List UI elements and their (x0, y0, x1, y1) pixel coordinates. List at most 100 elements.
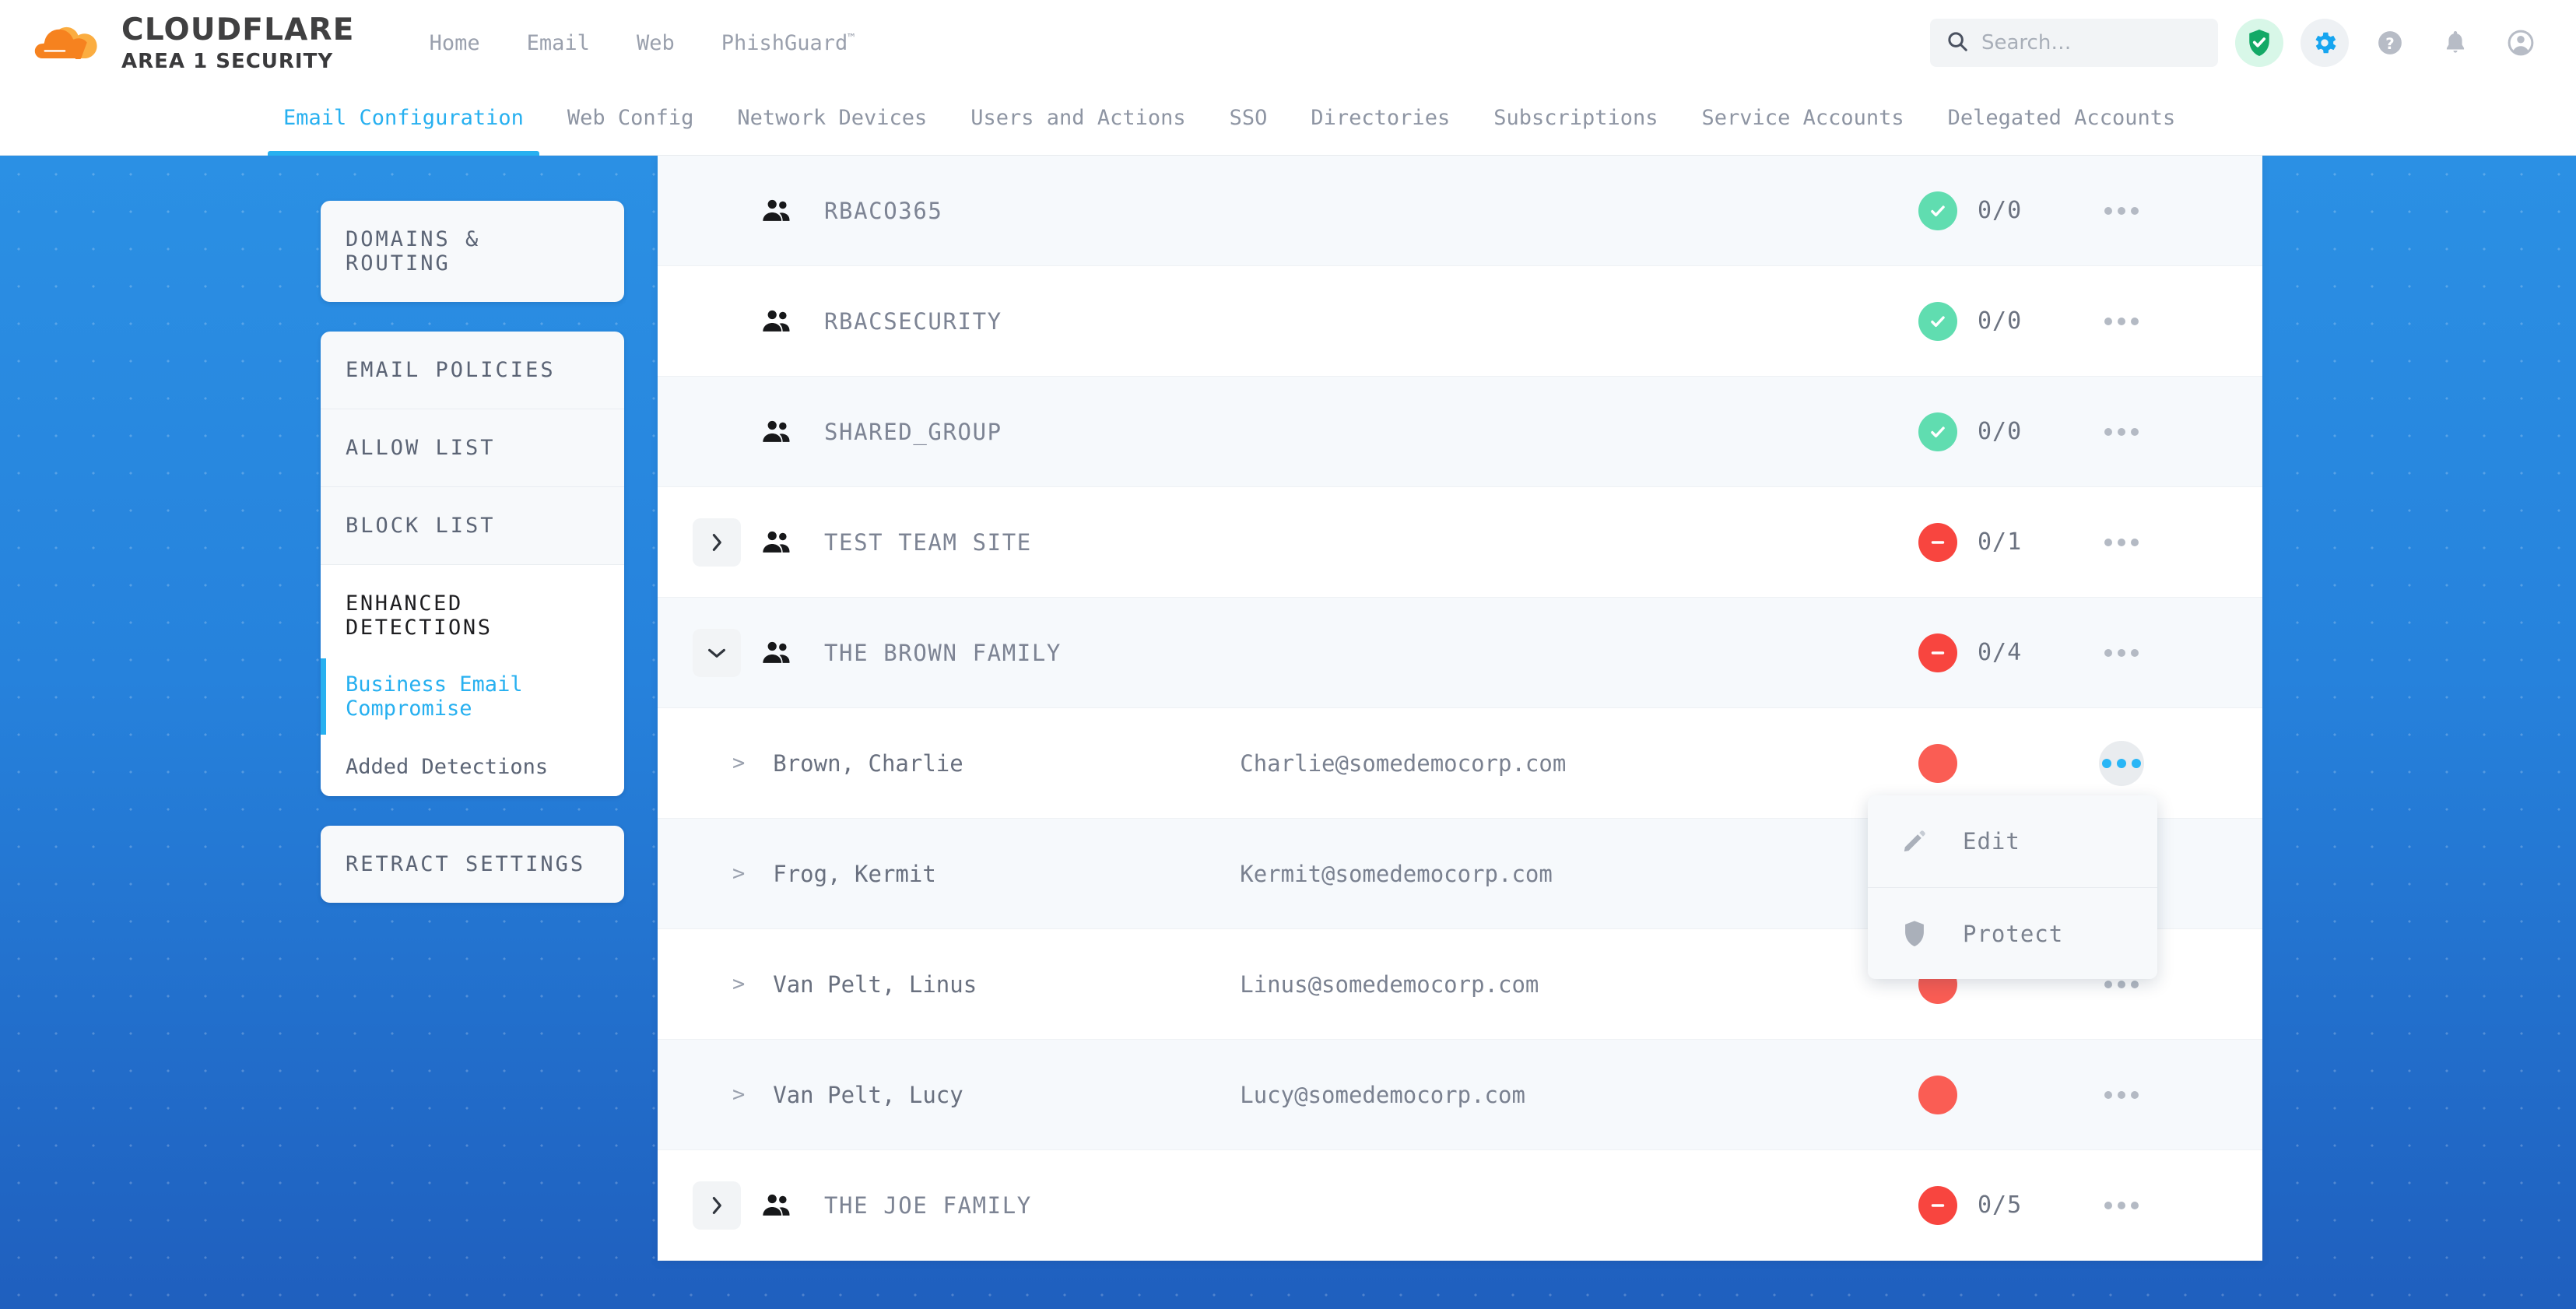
group-people-icon (760, 529, 804, 556)
sidebar-item-block-list[interactable]: BLOCK LIST (321, 486, 624, 564)
more-options-icon[interactable] (2099, 520, 2144, 565)
more-cell (2099, 962, 2144, 1007)
status-cell: 0/0 (1918, 301, 2023, 341)
status-cell: 0/0 (1918, 191, 2022, 230)
topnav-item-home[interactable]: Home (406, 31, 504, 55)
brand-name: CLOUDFLARE (121, 12, 355, 47)
tab-label: SSO (1229, 106, 1268, 130)
tab-delegated-accounts[interactable]: Delegated Accounts (1926, 86, 2198, 156)
table-row[interactable]: > Van Pelt, Lucy Lucy@somedemocorp.com (658, 1040, 2262, 1150)
brand-logo-block[interactable]: CLOUDFLARE AREA 1 SECURITY (30, 13, 355, 72)
table-row[interactable]: RBACSECURITY 0/0 (658, 266, 2262, 377)
group-name: RBACO365 (824, 197, 943, 224)
topnav-item-email[interactable]: Email (504, 31, 613, 55)
sidebar-item-added-detections[interactable]: Added Detections (321, 738, 624, 796)
sidebar-item-domains-routing[interactable]: DOMAINS & ROUTING (321, 201, 624, 302)
group-name: THE JOE FAMILY (824, 1191, 1032, 1219)
sidebar-item-label: DOMAINS & ROUTING (346, 227, 481, 275)
tab-service-accounts[interactable]: Service Accounts (1680, 86, 1926, 156)
tab-sso[interactable]: SSO (1208, 86, 1290, 156)
shield-check-icon[interactable] (2235, 19, 2283, 67)
more-options-icon[interactable] (2099, 409, 2144, 454)
sidebar-item-label: ALLOW LIST (346, 436, 496, 460)
table-row[interactable]: RBACO365 0/0 (658, 156, 2262, 266)
topnav-label: Web (636, 30, 675, 55)
sub-navigation-tabs: Email Configuration Web Config Network D… (0, 86, 2576, 156)
tab-network-devices[interactable]: Network Devices (715, 86, 949, 156)
tab-label: Users and Actions (970, 106, 1186, 130)
status-blocked-icon (1918, 1185, 1957, 1225)
left-sidebar: DOMAINS & ROUTING EMAIL POLICIES ALLOW L… (321, 201, 624, 903)
help-circle-icon[interactable]: ? (2366, 19, 2414, 67)
expand-cell (673, 628, 760, 677)
gear-icon[interactable] (2301, 19, 2349, 67)
topnav-item-phishguard[interactable]: PhishGuard™ (698, 31, 879, 55)
search-placeholder: Search… (1981, 31, 2072, 54)
tab-email-configuration[interactable]: Email Configuration (261, 86, 546, 156)
table-row[interactable]: TEST TEAM SITE 0/1 (658, 487, 2262, 598)
tab-web-config[interactable]: Web Config (546, 86, 716, 156)
group-people-icon (760, 640, 804, 666)
status-cell (1918, 1075, 1957, 1114)
sidebar-item-label: RETRACT SETTINGS (346, 852, 586, 876)
expand-cell (673, 1181, 760, 1230)
member-name: Van Pelt, Linus (773, 970, 977, 998)
more-options-icon[interactable] (2099, 740, 2144, 786)
more-options-icon[interactable] (2099, 1183, 2144, 1228)
menu-item-edit[interactable]: Edit (1868, 795, 2157, 887)
group-people-icon (760, 308, 804, 335)
more-cell (2099, 740, 2144, 786)
tab-subscriptions[interactable]: Subscriptions (1472, 86, 1679, 156)
row-context-menu: Edit Protect (1868, 795, 2157, 979)
status-cell (1918, 743, 1957, 783)
table-row[interactable]: THE JOE FAMILY 0/5 (658, 1150, 2262, 1261)
more-options-icon[interactable] (2099, 188, 2144, 233)
top-nav-links: Home Email Web PhishGuard™ (406, 31, 879, 55)
table-row[interactable]: THE BROWN FAMILY 0/4 (658, 598, 2262, 708)
account-circle-icon[interactable] (2497, 19, 2545, 67)
member-email: Charlie@somedemocorp.com (1240, 749, 1567, 777)
menu-item-protect[interactable]: Protect (1868, 887, 2157, 979)
chevron-right-icon[interactable] (693, 518, 741, 567)
member-email: Linus@somedemocorp.com (1240, 970, 1539, 998)
more-cell (2099, 630, 2144, 676)
brand-subtitle: AREA 1 SECURITY (121, 49, 334, 73)
more-options-icon[interactable] (2099, 299, 2144, 344)
more-cell (2099, 1183, 2144, 1228)
member-name: Brown, Charlie (773, 749, 963, 777)
sidebar-section-label: ENHANCED DETECTIONS (346, 591, 493, 640)
more-options-icon[interactable] (2099, 962, 2144, 1007)
chevron-right-icon[interactable] (693, 1181, 741, 1230)
tab-label: Subscriptions (1493, 106, 1658, 130)
status-ok-icon (1918, 191, 1957, 230)
status-ratio: 0/5 (1978, 1191, 2023, 1219)
sidebar-item-business-email-compromise[interactable]: Business Email Compromise (321, 655, 624, 738)
status-ratio: 0/0 (1978, 197, 2023, 224)
search-input[interactable]: Search… (1930, 19, 2218, 67)
expand-cell (673, 518, 760, 567)
menu-item-label: Edit (1963, 828, 2020, 855)
member-arrow-icon: > (732, 751, 746, 775)
more-options-icon[interactable] (2099, 1072, 2144, 1118)
table-row[interactable]: SHARED_GROUP 0/0 (658, 377, 2262, 487)
status-ratio: 0/4 (1978, 639, 2023, 666)
topnav-label: PhishGuard (721, 30, 848, 55)
tab-users-and-actions[interactable]: Users and Actions (949, 86, 1207, 156)
top-bar-actions: Search… ? (1930, 19, 2545, 67)
status-ratio: 0/0 (1978, 307, 2023, 335)
status-ok-icon (1918, 301, 1957, 341)
topnav-item-web[interactable]: Web (613, 31, 698, 55)
tab-directories[interactable]: Directories (1289, 86, 1472, 156)
topnav-label: Email (526, 30, 590, 55)
sidebar-item-retract-settings[interactable]: RETRACT SETTINGS (321, 826, 624, 903)
bell-icon[interactable] (2431, 19, 2479, 67)
status-ok-icon (1918, 412, 1957, 451)
groups-table-panel: RBACO365 0/0 RBACSECURITY 0/0 SHARED_GRO… (658, 156, 2262, 1261)
group-name: THE BROWN FAMILY (824, 639, 1062, 666)
more-cell (2099, 299, 2144, 344)
more-options-icon[interactable] (2099, 630, 2144, 676)
sidebar-item-allow-list[interactable]: ALLOW LIST (321, 409, 624, 486)
member-email: Lucy@somedemocorp.com (1240, 1081, 1525, 1108)
sidebar-item-email-policies[interactable]: EMAIL POLICIES (321, 332, 624, 409)
chevron-down-icon[interactable] (693, 628, 741, 677)
